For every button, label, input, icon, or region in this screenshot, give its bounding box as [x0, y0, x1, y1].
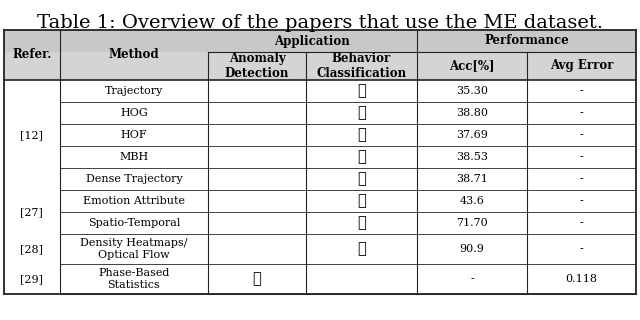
Text: MBH: MBH — [119, 152, 148, 162]
Text: 90.9: 90.9 — [460, 244, 484, 254]
Text: [29]: [29] — [20, 274, 44, 284]
Bar — [4, 52, 636, 80]
Bar — [4, 102, 636, 124]
Text: ✓: ✓ — [357, 128, 366, 142]
Text: -: - — [580, 218, 584, 228]
Text: ✓: ✓ — [357, 242, 366, 256]
Bar — [4, 80, 636, 102]
Text: 43.6: 43.6 — [460, 196, 484, 206]
Text: -: - — [580, 196, 584, 206]
Bar — [4, 167, 59, 169]
Text: -: - — [470, 274, 474, 284]
Text: -: - — [580, 130, 584, 140]
Text: Anomaly
Detection: Anomaly Detection — [225, 52, 289, 80]
Text: Table 1: Overview of the papers that use the ME dataset.: Table 1: Overview of the papers that use… — [37, 14, 603, 32]
Text: -: - — [580, 244, 584, 254]
Text: 38.71: 38.71 — [456, 174, 488, 184]
Text: Refer.: Refer. — [12, 49, 51, 61]
Text: Spatio-Temporal: Spatio-Temporal — [88, 218, 180, 228]
Text: ✓: ✓ — [357, 194, 366, 208]
Text: -: - — [580, 152, 584, 162]
Bar — [4, 124, 636, 146]
Text: Avg Error: Avg Error — [550, 60, 613, 73]
Text: ✓: ✓ — [357, 84, 366, 98]
Text: ✓: ✓ — [253, 272, 262, 286]
Text: [28]: [28] — [20, 244, 44, 254]
Text: 37.69: 37.69 — [456, 130, 488, 140]
Text: HOG: HOG — [120, 108, 148, 118]
Text: Behavior
Classification: Behavior Classification — [316, 52, 406, 80]
Text: ✓: ✓ — [357, 106, 366, 120]
Text: Application: Application — [275, 35, 350, 47]
Text: Acc[%]: Acc[%] — [449, 60, 495, 73]
Bar — [4, 146, 59, 147]
Text: 0.118: 0.118 — [566, 274, 598, 284]
Text: Trajectory: Trajectory — [105, 86, 163, 96]
Text: [12]: [12] — [20, 130, 44, 140]
Text: 35.30: 35.30 — [456, 86, 488, 96]
Text: Emotion Attribute: Emotion Attribute — [83, 196, 185, 206]
Text: Dense Trajectory: Dense Trajectory — [86, 174, 182, 184]
Text: Density Heatmaps/
Optical Flow: Density Heatmaps/ Optical Flow — [80, 238, 188, 260]
Bar — [4, 101, 59, 102]
Text: [27]: [27] — [20, 207, 44, 217]
Bar — [4, 146, 636, 168]
Text: 38.53: 38.53 — [456, 152, 488, 162]
Text: -: - — [580, 86, 584, 96]
Text: -: - — [580, 174, 584, 184]
Bar — [4, 190, 636, 212]
Text: ✓: ✓ — [357, 172, 366, 186]
Bar — [4, 30, 636, 52]
Bar — [4, 234, 636, 264]
Bar — [4, 264, 636, 294]
Text: ✓: ✓ — [357, 216, 366, 230]
Text: Performance: Performance — [484, 35, 569, 47]
Text: 71.70: 71.70 — [456, 218, 488, 228]
Text: ✓: ✓ — [357, 150, 366, 164]
Text: Phase-Based
Statistics: Phase-Based Statistics — [98, 268, 170, 290]
Text: -: - — [580, 108, 584, 118]
Bar — [4, 212, 636, 234]
Text: Method: Method — [109, 49, 159, 61]
Bar — [4, 168, 636, 190]
Text: HOF: HOF — [120, 130, 147, 140]
Text: 38.80: 38.80 — [456, 108, 488, 118]
